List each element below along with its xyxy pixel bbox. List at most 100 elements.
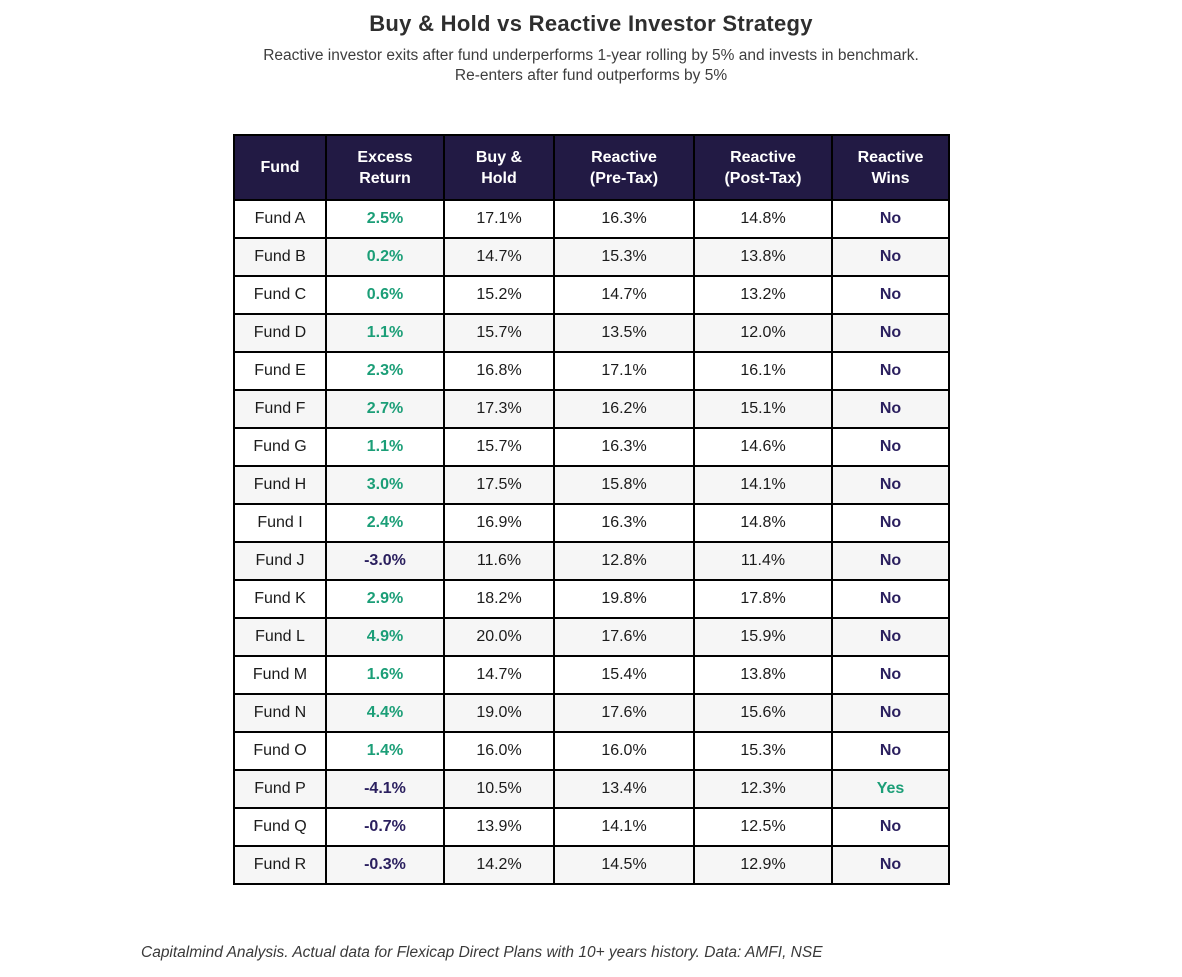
fund-cell: Fund J — [233, 541, 327, 581]
reactive-posttax-cell: 15.1% — [693, 389, 833, 429]
fund-cell: Fund P — [233, 769, 327, 809]
buy-and-hold-cell: 13.9% — [443, 807, 555, 847]
reactive-pretax-cell: 16.3% — [553, 427, 695, 467]
fund-cell: Fund B — [233, 237, 327, 277]
excess-return-cell: 2.5% — [325, 199, 445, 239]
reactive-pretax-cell: 17.1% — [553, 351, 695, 391]
reactive-posttax-cell: 11.4% — [693, 541, 833, 581]
table-row: Fund B 0.2% 14.7% 15.3% 13.8% No — [233, 237, 950, 277]
reactive-wins-cell: No — [831, 579, 950, 619]
reactive-wins-cell: No — [831, 351, 950, 391]
fund-comparison-table: Fund Excess Return Buy & Hold Reactive (… — [233, 134, 950, 885]
buy-and-hold-cell: 16.0% — [443, 731, 555, 771]
reactive-wins-cell: No — [831, 655, 950, 695]
reactive-posttax-cell: 15.6% — [693, 693, 833, 733]
reactive-wins-cell: No — [831, 693, 950, 733]
fund-cell: Fund F — [233, 389, 327, 429]
table-row: Fund C 0.6% 15.2% 14.7% 13.2% No — [233, 275, 950, 315]
buy-and-hold-cell: 10.5% — [443, 769, 555, 809]
excess-return-cell: 1.6% — [325, 655, 445, 695]
reactive-wins-cell: No — [831, 731, 950, 771]
buy-and-hold-cell: 17.5% — [443, 465, 555, 505]
buy-and-hold-cell: 15.2% — [443, 275, 555, 315]
excess-return-cell: 1.4% — [325, 731, 445, 771]
buy-and-hold-cell: 11.6% — [443, 541, 555, 581]
table-row: Fund I 2.4% 16.9% 16.3% 14.8% No — [233, 503, 950, 543]
buy-and-hold-cell: 20.0% — [443, 617, 555, 657]
column-header-reactive-posttax: Reactive (Post-Tax) — [693, 134, 833, 201]
subtitle-line-1: Reactive investor exits after fund under… — [263, 47, 919, 64]
reactive-wins-cell: No — [831, 465, 950, 505]
fund-cell: Fund H — [233, 465, 327, 505]
reactive-pretax-cell: 16.2% — [553, 389, 695, 429]
reactive-wins-cell: No — [831, 427, 950, 467]
reactive-pretax-cell: 14.1% — [553, 807, 695, 847]
excess-return-cell: 2.4% — [325, 503, 445, 543]
column-header-reactive-wins: Reactive Wins — [831, 134, 950, 201]
reactive-wins-cell: No — [831, 275, 950, 315]
reactive-posttax-cell: 12.3% — [693, 769, 833, 809]
excess-return-cell: 2.9% — [325, 579, 445, 619]
reactive-pretax-cell: 14.7% — [553, 275, 695, 315]
reactive-posttax-cell: 13.8% — [693, 237, 833, 277]
reactive-posttax-cell: 14.6% — [693, 427, 833, 467]
page-subtitle: Reactive investor exits after fund under… — [0, 46, 1182, 86]
buy-and-hold-cell: 15.7% — [443, 313, 555, 353]
table-row: Fund G 1.1% 15.7% 16.3% 14.6% No — [233, 427, 950, 467]
table-row: Fund L 4.9% 20.0% 17.6% 15.9% No — [233, 617, 950, 657]
buy-and-hold-cell: 14.2% — [443, 845, 555, 885]
column-header-reactive-pretax: Reactive (Pre-Tax) — [553, 134, 695, 201]
fund-cell: Fund A — [233, 199, 327, 239]
reactive-pretax-cell: 17.6% — [553, 617, 695, 657]
reactive-pretax-cell: 16.3% — [553, 503, 695, 543]
excess-return-cell: -0.7% — [325, 807, 445, 847]
fund-cell: Fund C — [233, 275, 327, 315]
excess-return-cell: -0.3% — [325, 845, 445, 885]
reactive-pretax-cell: 16.3% — [553, 199, 695, 239]
fund-cell: Fund N — [233, 693, 327, 733]
buy-and-hold-cell: 17.1% — [443, 199, 555, 239]
buy-and-hold-cell: 16.9% — [443, 503, 555, 543]
table-row: Fund R -0.3% 14.2% 14.5% 12.9% No — [233, 845, 950, 885]
reactive-wins-cell: No — [831, 389, 950, 429]
buy-and-hold-cell: 14.7% — [443, 655, 555, 695]
excess-return-cell: -4.1% — [325, 769, 445, 809]
reactive-wins-cell: Yes — [831, 769, 950, 809]
page-title: Buy & Hold vs Reactive Investor Strategy — [369, 11, 813, 36]
table-row: Fund H 3.0% 17.5% 15.8% 14.1% No — [233, 465, 950, 505]
reactive-posttax-cell: 15.9% — [693, 617, 833, 657]
fund-cell: Fund R — [233, 845, 327, 885]
excess-return-cell: -3.0% — [325, 541, 445, 581]
excess-return-cell: 1.1% — [325, 313, 445, 353]
table-row: Fund Q -0.7% 13.9% 14.1% 12.5% No — [233, 807, 950, 847]
reactive-wins-cell: No — [831, 845, 950, 885]
reactive-pretax-cell: 13.4% — [553, 769, 695, 809]
reactive-posttax-cell: 13.8% — [693, 655, 833, 695]
fund-cell: Fund G — [233, 427, 327, 467]
table-header-row: Fund Excess Return Buy & Hold Reactive (… — [233, 134, 950, 201]
reactive-pretax-cell: 17.6% — [553, 693, 695, 733]
table-row: Fund E 2.3% 16.8% 17.1% 16.1% No — [233, 351, 950, 391]
table-row: Fund N 4.4% 19.0% 17.6% 15.6% No — [233, 693, 950, 733]
column-header-excess-return: Excess Return — [325, 134, 445, 201]
fund-cell: Fund O — [233, 731, 327, 771]
reactive-posttax-cell: 12.0% — [693, 313, 833, 353]
reactive-wins-cell: No — [831, 503, 950, 543]
excess-return-cell: 3.0% — [325, 465, 445, 505]
excess-return-cell: 2.3% — [325, 351, 445, 391]
reactive-wins-cell: No — [831, 807, 950, 847]
reactive-wins-cell: No — [831, 617, 950, 657]
buy-and-hold-cell: 15.7% — [443, 427, 555, 467]
column-header-fund: Fund — [233, 134, 327, 201]
table-row: Fund P -4.1% 10.5% 13.4% 12.3% Yes — [233, 769, 950, 809]
reactive-pretax-cell: 15.4% — [553, 655, 695, 695]
table-row: Fund O 1.4% 16.0% 16.0% 15.3% No — [233, 731, 950, 771]
reactive-pretax-cell: 13.5% — [553, 313, 695, 353]
fund-cell: Fund Q — [233, 807, 327, 847]
fund-cell: Fund L — [233, 617, 327, 657]
reactive-pretax-cell: 14.5% — [553, 845, 695, 885]
reactive-pretax-cell: 12.8% — [553, 541, 695, 581]
table-body: Fund A 2.5% 17.1% 16.3% 14.8% No Fund B 0.2% 14.… — [233, 199, 950, 885]
reactive-posttax-cell: 14.1% — [693, 465, 833, 505]
excess-return-cell: 2.7% — [325, 389, 445, 429]
